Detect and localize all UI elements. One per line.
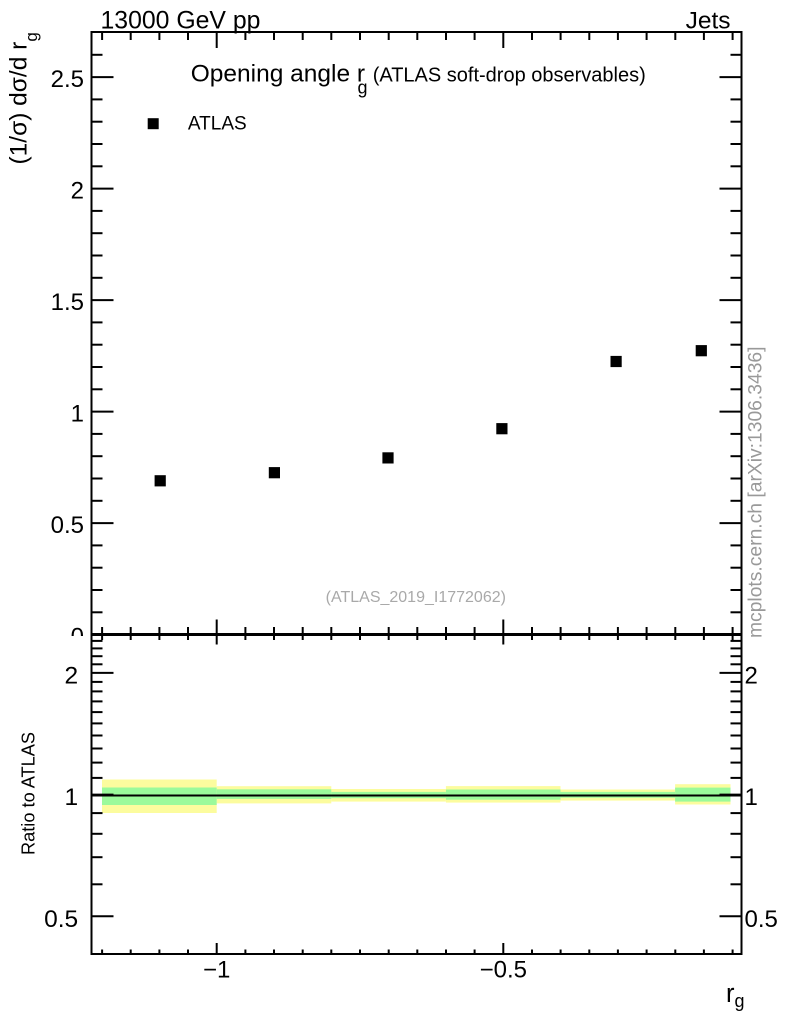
svg-text:Ratio to ATLAS: Ratio to ATLAS bbox=[19, 732, 39, 855]
svg-text:(ATLAS_2019_I1772062): (ATLAS_2019_I1772062) bbox=[326, 589, 506, 606]
svg-text:−1: −1 bbox=[203, 957, 230, 984]
svg-text:1.5: 1.5 bbox=[51, 289, 84, 316]
svg-text:0.5: 0.5 bbox=[44, 906, 78, 933]
svg-text:2.5: 2.5 bbox=[51, 66, 84, 93]
svg-text:0.5: 0.5 bbox=[51, 512, 84, 539]
svg-text:2: 2 bbox=[71, 178, 84, 205]
svg-text:mcplots.cern.ch [arXiv:1306.34: mcplots.cern.ch [arXiv:1306.3436] bbox=[746, 346, 767, 638]
svg-text:1: 1 bbox=[65, 784, 79, 811]
svg-text:g: g bbox=[358, 78, 368, 98]
svg-text:(ATLAS soft-drop observables): (ATLAS soft-drop observables) bbox=[373, 65, 646, 87]
svg-text:ATLAS: ATLAS bbox=[188, 114, 247, 135]
svg-text:Opening angle r: Opening angle r bbox=[191, 61, 365, 88]
svg-text:1: 1 bbox=[745, 784, 758, 811]
svg-text:2: 2 bbox=[745, 662, 758, 689]
svg-text:0: 0 bbox=[71, 624, 84, 651]
svg-text:2: 2 bbox=[65, 662, 79, 689]
svg-text:13000 GeV pp: 13000 GeV pp bbox=[101, 8, 261, 35]
svg-text:0.5: 0.5 bbox=[745, 906, 778, 933]
svg-text:Jets: Jets bbox=[686, 8, 731, 35]
svg-text:−0.5: −0.5 bbox=[480, 957, 527, 984]
svg-text:1: 1 bbox=[71, 401, 84, 428]
